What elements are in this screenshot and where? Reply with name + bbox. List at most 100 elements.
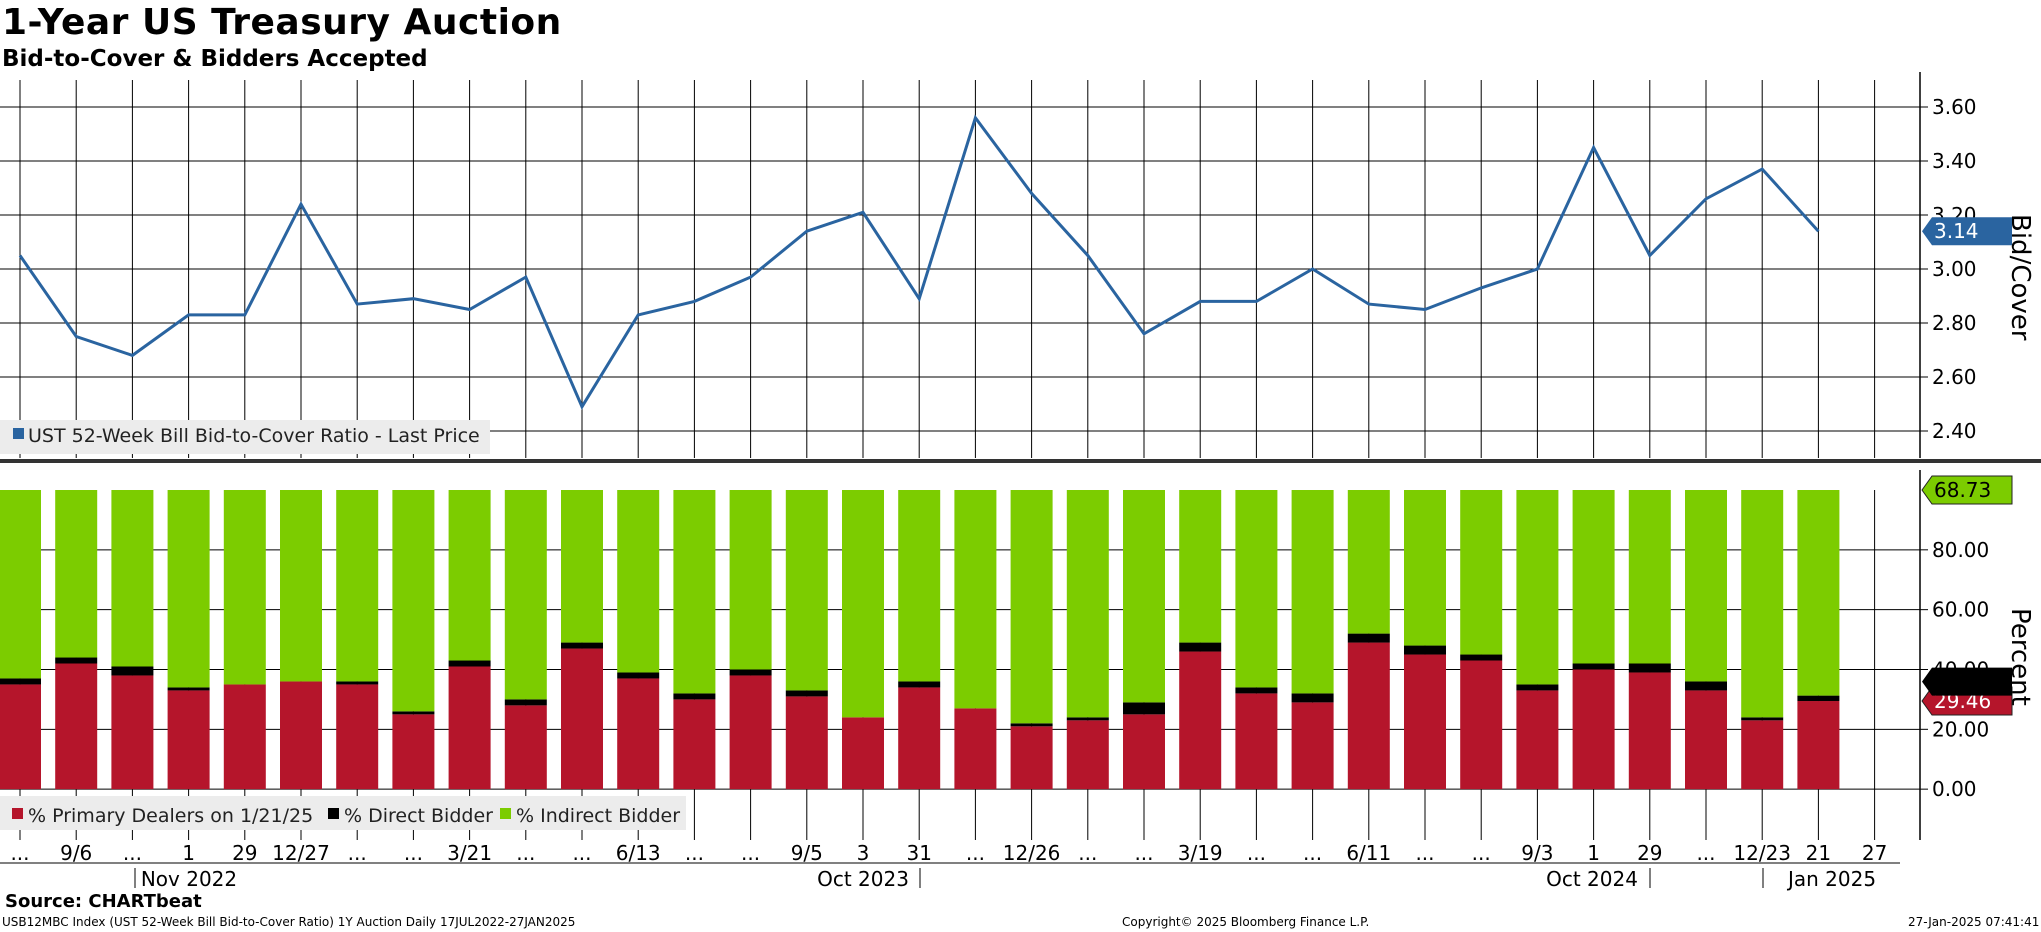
x-tick-label: ... [1303,841,1322,865]
bar-direct-bidder [1797,695,1840,702]
x-tick-label: ... [10,841,29,865]
bottom-y-tick-label: 80.00 [1932,538,1989,562]
x-period-label: Jan 2025 [1786,867,1876,891]
bar-direct-bidder [1291,693,1334,703]
bar-direct-bidder [336,681,379,685]
x-period-label: Oct 2024 [1546,867,1638,891]
bar-indirect-bidder [1460,490,1503,655]
bar-indirect-bidder [392,490,435,712]
bar-indirect-bidder [55,490,98,658]
bar-indirect-bidder [1347,490,1390,634]
bar-primary-dealers [1460,660,1503,790]
bar-direct-bidder [673,693,716,700]
bid-to-cover-last-value-tag [1922,217,2012,246]
bar-direct-bidder [55,657,98,664]
bar-indirect-bidder [504,490,547,700]
indirect-last-value-label: 68.73 [1934,478,1991,502]
bar-primary-dealers [1516,690,1559,790]
bar-indirect-bidder [1404,490,1446,646]
x-tick-label: 21 [1806,841,1831,865]
bottom-legend-label: % Indirect Bidder [516,805,680,827]
x-tick-label: 12/23 [1733,841,1791,865]
bar-primary-dealers [448,666,491,790]
bottom-legend-box [0,796,686,830]
x-tick-label: 9/3 [1521,841,1553,865]
bar-indirect-bidder [729,490,772,670]
top-y-tick-label: 3.60 [1932,95,1977,119]
bar-direct-bidder [785,690,828,697]
bar-direct-bidder [1347,633,1390,643]
bar-indirect-bidder [223,490,266,685]
top-y-tick-label: 3.40 [1932,149,1977,173]
bar-direct-bidder [729,669,772,676]
bar-indirect-bidder [1572,490,1615,664]
bar-primary-dealers [898,687,941,790]
direct-last-value-tag [1922,667,2012,696]
bar-primary-dealers [55,663,98,790]
bar-primary-dealers [1291,702,1334,790]
bar-primary-dealers [392,714,435,790]
bar-primary-dealers [561,648,603,790]
bottom-legend-swatch [500,808,511,819]
chart-subtitle: Bid-to-Cover & Bidders Accepted [2,46,428,72]
indirect-last-value-tag [1921,475,2013,505]
bar-indirect-bidder [280,490,322,682]
x-tick-label: 27 [1862,841,1887,865]
x-axis: ... 9/6... 1 29 12/27...... 3/21...... 6/13...… [0,841,1900,891]
bar-primary-dealers [111,675,154,790]
bar-direct-bidder [1123,702,1165,715]
bar-primary-dealers [729,675,772,790]
bar-direct-bidder [1516,684,1559,691]
x-tick-label: ... [1696,841,1715,865]
bar-direct-bidder [1235,687,1278,694]
bar-primary-dealers [1628,672,1671,790]
x-tick-label: ... [404,841,423,865]
bar-primary-dealers [1572,669,1615,790]
top-panel-y-axis: 3.603.403.203.002.802.602.40Bid/Cover3.1… [0,72,2041,463]
bar-primary-dealers [0,684,41,790]
top-legend-swatch [13,428,24,439]
bar-primary-dealers [1741,720,1784,790]
x-tick-label: 9/6 [60,841,92,865]
bar-indirect-bidder [448,490,491,661]
bar-indirect-bidder [1010,490,1053,724]
x-period-label: Oct 2023 [817,867,909,891]
top-legend-box [0,420,490,454]
bar-primary-dealers [785,696,828,790]
footer-timestamp: 27-Jan-2025 07:41:41 [1908,915,2040,929]
top-y-tick-label: 3.00 [1932,257,1977,281]
bar-indirect-bidder [1179,490,1222,643]
x-tick-label: ... [1134,841,1153,865]
x-tick-label: 3/19 [1178,841,1223,865]
bottom-legend-swatch [12,808,23,819]
bar-direct-bidder [1685,681,1727,691]
x-tick-label: ... [572,841,591,865]
bar-indirect-bidder [1797,490,1840,696]
bar-direct-bidder [1404,645,1446,655]
footer-copyright: Copyright© 2025 Bloomberg Finance L.P. [1122,915,1370,929]
panel-separator [0,459,2041,463]
bottom-panel-y-axis: 80.0060.0040.0020.000.00Percent68.7329.4… [1919,470,2035,840]
bar-direct-bidder [0,678,41,685]
x-tick-label: ... [1247,841,1266,865]
x-tick-label: 29 [1637,841,1662,865]
bar-indirect-bidder [1741,490,1784,718]
x-tick-label: 29 [232,841,257,865]
bottom-y-tick-label: 60.00 [1932,598,1989,622]
bar-indirect-bidder [842,490,884,718]
bar-direct-bidder [1628,663,1671,673]
bar-indirect-bidder [167,490,210,688]
bar-primary-dealers [504,705,547,790]
bar-indirect-bidder [336,490,379,682]
x-tick-label: ... [1415,841,1434,865]
bar-indirect-bidder [785,490,828,691]
x-tick-label: 12/26 [1003,841,1061,865]
x-tick-label: ... [1472,841,1491,865]
bar-primary-dealers [617,678,660,790]
chart-title: 1-Year US Treasury Auction [2,2,562,43]
bar-indirect-bidder [1066,490,1109,718]
x-tick-label: 31 [906,841,931,865]
x-period-label: Nov 2022 [141,867,237,891]
bar-direct-bidder [898,681,941,688]
x-tick-label: 1 [1587,841,1600,865]
